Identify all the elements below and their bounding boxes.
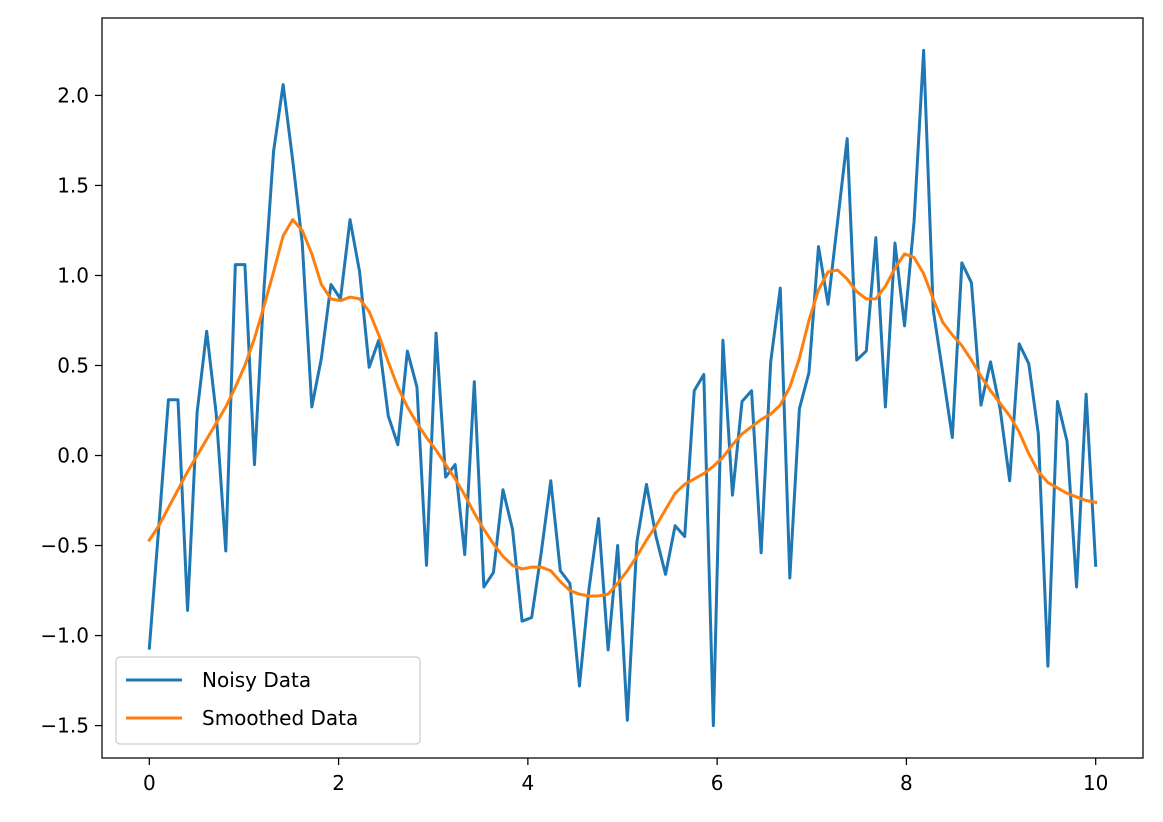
- legend-box: [115, 656, 421, 745]
- x-tick-label: 10: [1083, 771, 1108, 795]
- legend-label-noisy-data: Noisy Data: [202, 668, 311, 692]
- legend-label-smoothed-data: Smoothed Data: [202, 706, 358, 730]
- y-tick-label: −0.5: [40, 534, 89, 558]
- series-line-smoothed-data: [147, 218, 1098, 598]
- plot-frame: [101, 17, 1144, 759]
- y-axis: −1.5 −1.0 −0.5 0.0 0.5 1.0 1.5 2.0: [40, 83, 102, 738]
- y-tick-label: −1.5: [40, 714, 89, 738]
- y-tick-label: 1.5: [57, 173, 89, 197]
- x-tick-label: 6: [711, 771, 724, 795]
- legend: Noisy Data Smoothed Data: [115, 656, 421, 745]
- x-tick-label: 0: [143, 771, 156, 795]
- series-layer: [147, 48, 1098, 728]
- y-tick-label: 2.0: [57, 83, 89, 107]
- y-tick-label: −1.0: [40, 624, 89, 648]
- y-tick-label: 0.0: [57, 444, 89, 468]
- x-tick-label: 4: [521, 771, 534, 795]
- x-tick-label: 2: [332, 771, 345, 795]
- y-tick-label: 1.0: [57, 263, 89, 287]
- x-axis: 0 2 4 6 8 10: [143, 758, 1108, 795]
- series-line-noisy-data: [147, 48, 1098, 728]
- y-tick-label: 0.5: [57, 353, 89, 377]
- x-tick-label: 8: [900, 771, 913, 795]
